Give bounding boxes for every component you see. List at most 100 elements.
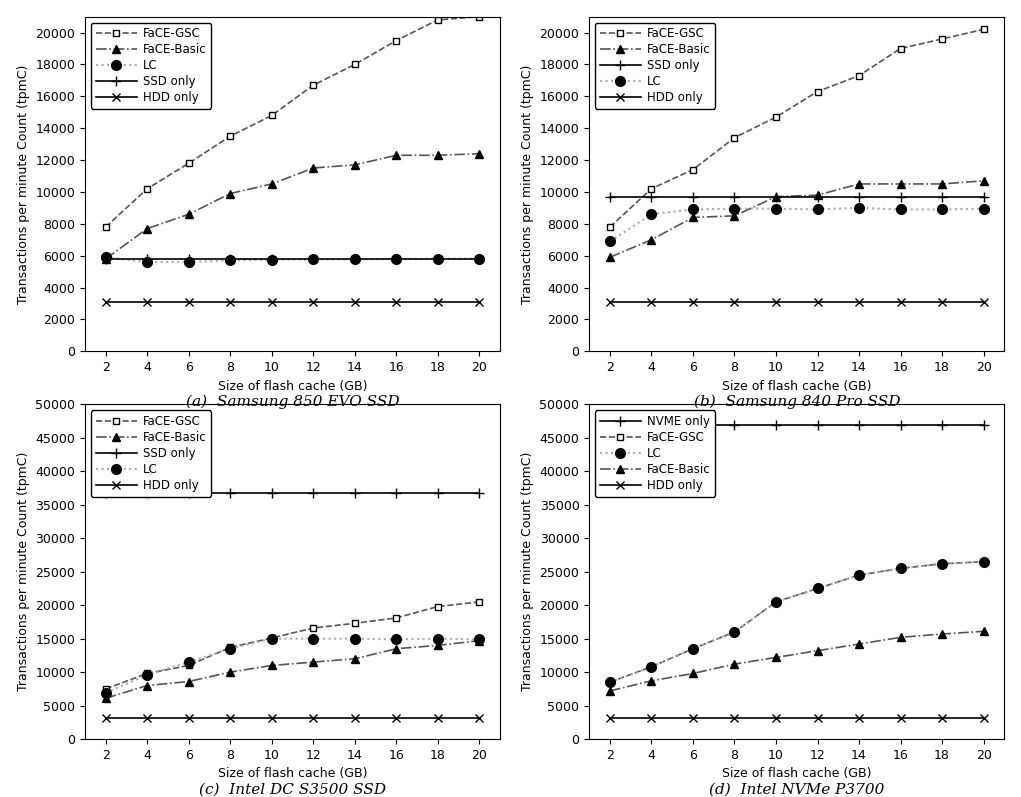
Text: (b)  Samsung 840 Pro SSD: (b) Samsung 840 Pro SSD [693,395,901,410]
FaCE-GSC [225,132,237,141]
X-axis label: Size of flash cache (GB): Size of flash cache (GB) [217,379,368,393]
SSD only [853,192,865,202]
FaCE-GSC [390,613,402,622]
Line: SSD only: SSD only [101,488,484,497]
HDD only [348,713,360,723]
FaCE-Basic [728,659,740,669]
FaCE-Basic [770,192,782,202]
FaCE-Basic [141,224,153,234]
Line: SSD only: SSD only [101,254,484,264]
FaCE-Basic [645,235,658,245]
Legend: NVME only, FaCE-GSC, LC, FaCE-Basic, HDD only: NVME only, FaCE-GSC, LC, FaCE-Basic, HDD… [595,410,716,497]
FaCE-GSC [348,618,360,628]
Line: LC: LC [605,557,988,687]
SSD only [936,192,949,202]
SSD only [348,488,360,497]
HDD only [225,713,237,723]
LC [894,563,907,573]
FaCE-Basic [473,636,485,646]
HDD only [853,713,865,723]
FaCE-Basic [265,179,278,189]
LC [728,204,740,214]
HDD only [853,297,865,307]
HDD only [307,297,320,307]
SSD only [770,192,782,202]
HDD only [936,713,949,723]
NVME only [645,420,658,430]
FaCE-Basic [894,179,907,189]
FaCE-GSC [770,597,782,607]
SSD only [141,254,153,264]
HDD only [307,713,320,723]
FaCE-GSC [894,563,907,573]
FaCE-GSC [141,669,153,678]
Text: (a)  Samsung 850 EVO SSD: (a) Samsung 850 EVO SSD [186,395,399,410]
LC [432,634,444,643]
FaCE-Basic [100,693,112,703]
SSD only [307,254,320,264]
LC [728,627,740,637]
Legend: FaCE-GSC, FaCE-Basic, SSD only, LC, HDD only: FaCE-GSC, FaCE-Basic, SSD only, LC, HDD … [595,22,716,109]
NVME only [812,420,824,430]
NVME only [977,420,989,430]
HDD only [100,713,112,723]
HDD only [728,297,740,307]
HDD only [183,297,195,307]
FaCE-Basic [183,677,195,686]
FaCE-Basic [390,644,402,654]
HDD only [348,297,360,307]
HDD only [225,297,237,307]
FaCE-Basic [348,160,360,170]
LC [603,677,616,687]
SSD only [100,254,112,264]
Y-axis label: Transactions per minute Count (tpmC): Transactions per minute Count (tpmC) [521,452,534,692]
HDD only [687,297,699,307]
FaCE-Basic [603,253,616,262]
HDD only [265,713,278,723]
FaCE-GSC [348,60,360,69]
FaCE-GSC [812,583,824,593]
FaCE-GSC [432,602,444,611]
Line: FaCE-GSC: FaCE-GSC [102,599,483,693]
SSD only [473,488,485,497]
FaCE-Basic [812,646,824,655]
HDD only [894,297,907,307]
NVME only [894,420,907,430]
HDD only [100,297,112,307]
NVME only [853,420,865,430]
HDD only [812,297,824,307]
FaCE-Basic [225,189,237,198]
FaCE-Basic [853,639,865,649]
FaCE-Basic [225,667,237,677]
HDD only [432,297,444,307]
LC [432,254,444,264]
FaCE-GSC [183,159,195,168]
FaCE-Basic [977,176,989,186]
Line: FaCE-Basic: FaCE-Basic [101,150,484,263]
LC [265,634,278,643]
SSD only [603,192,616,202]
Legend: FaCE-GSC, FaCE-Basic, LC, SSD only, HDD only: FaCE-GSC, FaCE-Basic, LC, SSD only, HDD … [91,22,211,109]
NVME only [728,420,740,430]
FaCE-Basic [645,676,658,685]
FaCE-GSC [265,634,278,643]
SSD only [645,192,658,202]
HDD only [728,713,740,723]
HDD only [183,713,195,723]
LC [141,257,153,267]
X-axis label: Size of flash cache (GB): Size of flash cache (GB) [722,379,872,393]
SSD only [225,254,237,264]
Line: HDD only: HDD only [101,714,484,722]
LC [390,634,402,644]
Y-axis label: Transactions per minute Count (tpmC): Transactions per minute Count (tpmC) [521,65,534,304]
Line: LC: LC [605,203,988,246]
FaCE-GSC [100,684,112,693]
FaCE-Basic [307,163,320,173]
LC [645,210,658,219]
Line: SSD only: SSD only [605,192,988,202]
LC [348,634,360,643]
LC [687,644,699,654]
FaCE-GSC [390,36,402,45]
FaCE-Basic [432,151,444,160]
LC [936,559,949,568]
